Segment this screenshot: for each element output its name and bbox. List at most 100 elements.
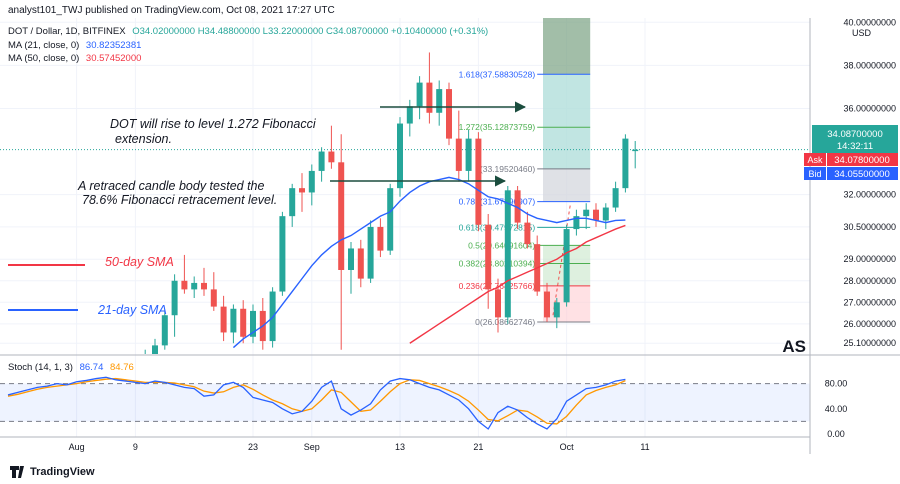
candle-body: [357, 248, 364, 279]
ma50-legend: MA (50, close, 0) 30.57452000: [8, 53, 141, 64]
candle-body: [416, 82, 423, 107]
candle-body: [397, 123, 403, 189]
stoch-band: [0, 383, 810, 422]
fib-level-label: 0.382(28.80210394): [459, 258, 536, 268]
last-price-tag: [812, 125, 898, 153]
fib-level-label: 0.618(30.47972815): [459, 222, 536, 232]
candle-body: [446, 89, 452, 139]
ma50-line: [409, 224, 626, 344]
time-tick-label: Oct: [560, 442, 575, 452]
candle-body: [622, 138, 629, 189]
stoch-tick-label: 0.00: [827, 429, 845, 439]
ask-price-tag: [827, 153, 898, 166]
bid-price-value: 34.05500000: [834, 169, 889, 180]
time-tick-label: Aug: [69, 442, 85, 452]
projection-path: [552, 205, 571, 316]
candle-body: [220, 306, 227, 333]
candle-body: [230, 308, 237, 333]
price-tick-label: 32.00000000: [843, 190, 896, 200]
target-zone: [543, 74, 591, 169]
candle-body: [308, 170, 315, 193]
countdown-value: 14:32:11: [837, 141, 873, 152]
entry-zone: [543, 168, 591, 202]
stoch-tick-label: 40.00: [825, 404, 848, 414]
price-tick-label: 29.00000000: [843, 254, 896, 264]
stoch-legend-label: Stoch (14, 1, 3): [8, 362, 73, 373]
candle-body: [299, 188, 305, 193]
price-tick-label: 26.00000000: [843, 319, 896, 329]
candle-body: [348, 248, 354, 270]
price-tick-label: 40.00000000: [843, 17, 896, 27]
ma50-legend-value: 30.57452000: [86, 53, 141, 64]
time-tick-label: 21: [473, 442, 483, 452]
price-tick-label: 38.00000000: [843, 60, 896, 70]
currency-label: USD: [852, 28, 872, 38]
candle-body: [436, 89, 443, 113]
ohlc-values: O34.02000000 H34.48800000 L33.22000000 C…: [132, 26, 488, 37]
fib-level-label: 1.618(37.58830528): [459, 69, 536, 79]
candle-body: [201, 282, 207, 290]
candle-body: [426, 82, 433, 113]
time-tick-label: 11: [640, 442, 649, 452]
candle-body: [387, 188, 394, 251]
stoch-k-line: [7, 376, 626, 430]
candle-body: [250, 310, 256, 337]
ask-price-value: 34.07800000: [834, 155, 889, 166]
fib-position-zones: [543, 18, 591, 322]
time-tick-label: Sep: [304, 442, 320, 452]
sma21-legend-text: 21-day SMA: [97, 303, 167, 317]
candle-body: [495, 289, 501, 318]
bid-label-tag: [804, 167, 826, 180]
candle-body: [593, 209, 599, 221]
candle-body: [318, 151, 325, 171]
stoch-legend: Stoch (14, 1, 3) 86.74 84.76: [8, 362, 134, 373]
last-price-value: 34.08700000: [827, 129, 882, 140]
price-tick-label: 25.10000000: [843, 338, 896, 348]
candle-body: [524, 222, 531, 245]
annotation-fib-target-line2: extension.: [115, 132, 172, 146]
candle-body: [377, 226, 384, 251]
symbol-title: DOT / Dollar, 1D, BITFINEX: [8, 26, 126, 37]
candle-body: [240, 308, 247, 337]
candle-body: [279, 216, 286, 292]
candle-body: [602, 207, 609, 221]
ask-label: Ask: [807, 155, 823, 165]
annotation-retrace-line2: 78.6% Fibonacci retracement level.: [82, 193, 277, 207]
stoch-tick-label: 80.00: [825, 379, 848, 389]
price-axis-grid: [0, 18, 810, 437]
ma50-legend-label: MA (50, close, 0): [8, 53, 79, 64]
annotation-retrace: A retraced candle body tested the: [77, 179, 265, 193]
symbol-line: DOT / Dollar, 1D, BITFINEX O34.02000000 …: [8, 26, 488, 37]
watermark: AS: [782, 337, 806, 356]
price-tick-label: 27.00000000: [843, 297, 896, 307]
time-tick-label: 13: [395, 442, 405, 452]
fib-level-label: 0.236(27.76425766): [459, 281, 536, 291]
candle-body: [465, 138, 472, 171]
tradingview-logo-icon: [10, 466, 27, 478]
time-tick-label: 23: [248, 442, 258, 452]
candle-body: [514, 190, 521, 223]
annotation-fib-target: DOT will rise to level 1.272 Fibonacci: [110, 117, 317, 131]
candle-body: [504, 190, 511, 318]
stochastic-panel: 80.00 40.00 0.00: [0, 376, 848, 439]
candle-body: [171, 280, 178, 316]
sma50-legend-text: 50-day SMA: [105, 255, 174, 269]
time-tick-label: 9: [133, 442, 138, 452]
stoch-legend-d: 84.76: [110, 362, 134, 373]
candle-body: [563, 229, 570, 303]
candle-body: [573, 216, 580, 230]
candle-body: [181, 280, 188, 290]
candle-body: [289, 188, 296, 217]
price-tick-label: 30.50000000: [843, 222, 896, 232]
candle-body: [583, 209, 590, 217]
tradingview-logo[interactable]: TradingView: [10, 466, 95, 478]
candle-body: [367, 226, 374, 279]
candle-body: [152, 345, 158, 354]
candle-body: [191, 282, 198, 290]
fib-level-label: 0(26.08662746): [475, 317, 535, 327]
bid-label: Bid: [808, 169, 821, 179]
price-axis: 40.00000000 38.00000000 36.00000000 32.0000…: [843, 17, 896, 348]
stoch-legend-k: 86.74: [80, 362, 104, 373]
candle-body: [406, 106, 413, 124]
